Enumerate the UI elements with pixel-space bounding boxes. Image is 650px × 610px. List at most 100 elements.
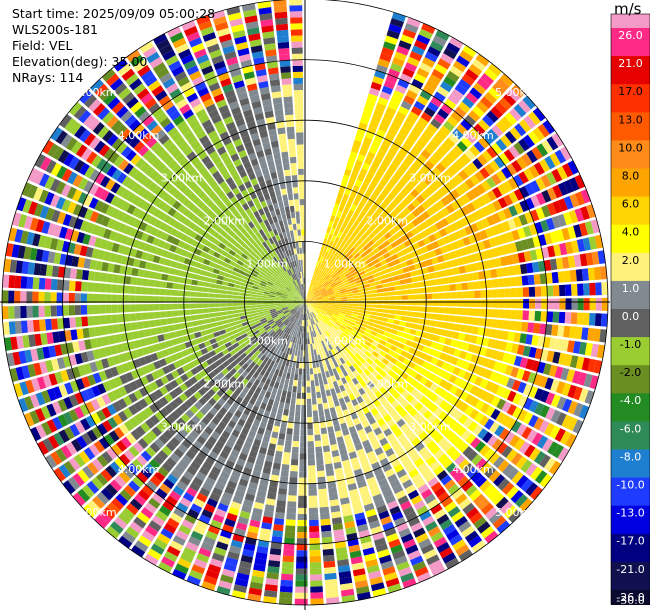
range-gate	[526, 237, 535, 249]
range-gate	[283, 290, 290, 294]
range-gate	[272, 462, 281, 470]
range-gate	[264, 289, 271, 293]
range-gate	[392, 340, 400, 347]
range-gate	[535, 177, 546, 191]
range-gate	[310, 305, 316, 309]
range-gate	[145, 480, 158, 492]
range-gate	[316, 303, 323, 306]
range-gate	[225, 439, 235, 449]
range-gate	[313, 288, 318, 294]
range-gate	[270, 311, 277, 316]
range-gate	[184, 379, 193, 389]
range-gate	[530, 195, 541, 208]
range-gate	[101, 358, 110, 369]
range-gate	[281, 297, 288, 300]
range-gate	[149, 226, 159, 236]
range-gate	[366, 430, 376, 440]
range-gate	[590, 219, 600, 234]
range-gate	[112, 220, 122, 231]
range-gate	[338, 205, 345, 213]
range-gate	[450, 189, 460, 200]
range-gate	[98, 437, 110, 450]
range-gate	[131, 267, 139, 277]
range-gate	[330, 316, 337, 322]
range-gate	[430, 444, 441, 455]
range-gate	[468, 290, 475, 299]
range-gate	[151, 370, 160, 380]
range-gate	[305, 297, 310, 302]
range-gate	[383, 331, 391, 338]
range-gate	[319, 311, 326, 316]
range-gate	[243, 324, 250, 330]
range-gate	[324, 578, 338, 587]
range-gate	[340, 290, 347, 294]
range-gate	[295, 294, 301, 299]
range-gate	[136, 277, 144, 286]
range-gate	[317, 303, 324, 305]
range-gate	[193, 455, 204, 466]
range-gate	[409, 328, 417, 336]
range-gate	[256, 302, 263, 305]
range-gate	[408, 84, 421, 95]
range-gate	[465, 68, 479, 81]
range-gate	[380, 423, 389, 432]
range-gate	[356, 585, 370, 595]
range-gate	[398, 409, 408, 418]
range-gate	[241, 378, 249, 386]
range-gate	[281, 339, 286, 346]
range-gate	[342, 249, 349, 256]
range-gate	[359, 209, 367, 218]
range-gate	[277, 329, 283, 336]
range-gate	[293, 303, 300, 305]
range-gate	[454, 516, 468, 528]
range-gate	[149, 327, 157, 336]
range-gate	[135, 425, 146, 437]
range-gate	[336, 260, 343, 267]
range-gate	[309, 306, 314, 311]
range-gate	[424, 319, 431, 326]
range-gate	[456, 238, 466, 248]
range-gate	[305, 297, 309, 302]
range-gate	[189, 430, 200, 440]
range-gate	[390, 95, 402, 106]
range-gate	[263, 323, 270, 329]
range-gate	[207, 388, 216, 397]
range-gate	[181, 364, 190, 373]
range-gate	[323, 346, 328, 353]
range-gate	[348, 321, 356, 326]
range-gate	[308, 306, 313, 312]
range-gate	[465, 245, 474, 255]
range-gate	[115, 364, 125, 375]
range-gate	[26, 320, 34, 333]
range-gate	[352, 139, 362, 148]
range-gate	[10, 336, 18, 350]
range-gate	[398, 106, 410, 116]
velocity-ray	[45, 302, 305, 469]
range-gate	[423, 549, 437, 560]
range-gate	[417, 416, 427, 426]
range-gate	[144, 553, 159, 566]
range-gate	[310, 303, 317, 307]
range-gate	[323, 365, 329, 372]
range-gate	[144, 354, 153, 364]
range-gate	[315, 308, 321, 313]
range-gate	[496, 385, 506, 397]
range-gate	[269, 437, 278, 445]
range-gate	[453, 471, 466, 483]
range-gate	[265, 343, 271, 350]
range-gate	[366, 325, 374, 331]
range-gate	[224, 486, 235, 495]
range-gate	[289, 308, 295, 312]
range-gate	[578, 404, 590, 420]
range-gate	[125, 266, 133, 276]
range-gate	[74, 293, 81, 304]
range-gate	[294, 331, 298, 338]
range-gate	[255, 433, 263, 441]
range-gate	[288, 379, 294, 386]
range-gate	[263, 410, 271, 418]
range-gate	[284, 531, 295, 539]
range-gate	[365, 294, 372, 298]
range-gate	[507, 88, 521, 102]
range-gate	[135, 295, 142, 303]
range-gate	[233, 371, 241, 379]
